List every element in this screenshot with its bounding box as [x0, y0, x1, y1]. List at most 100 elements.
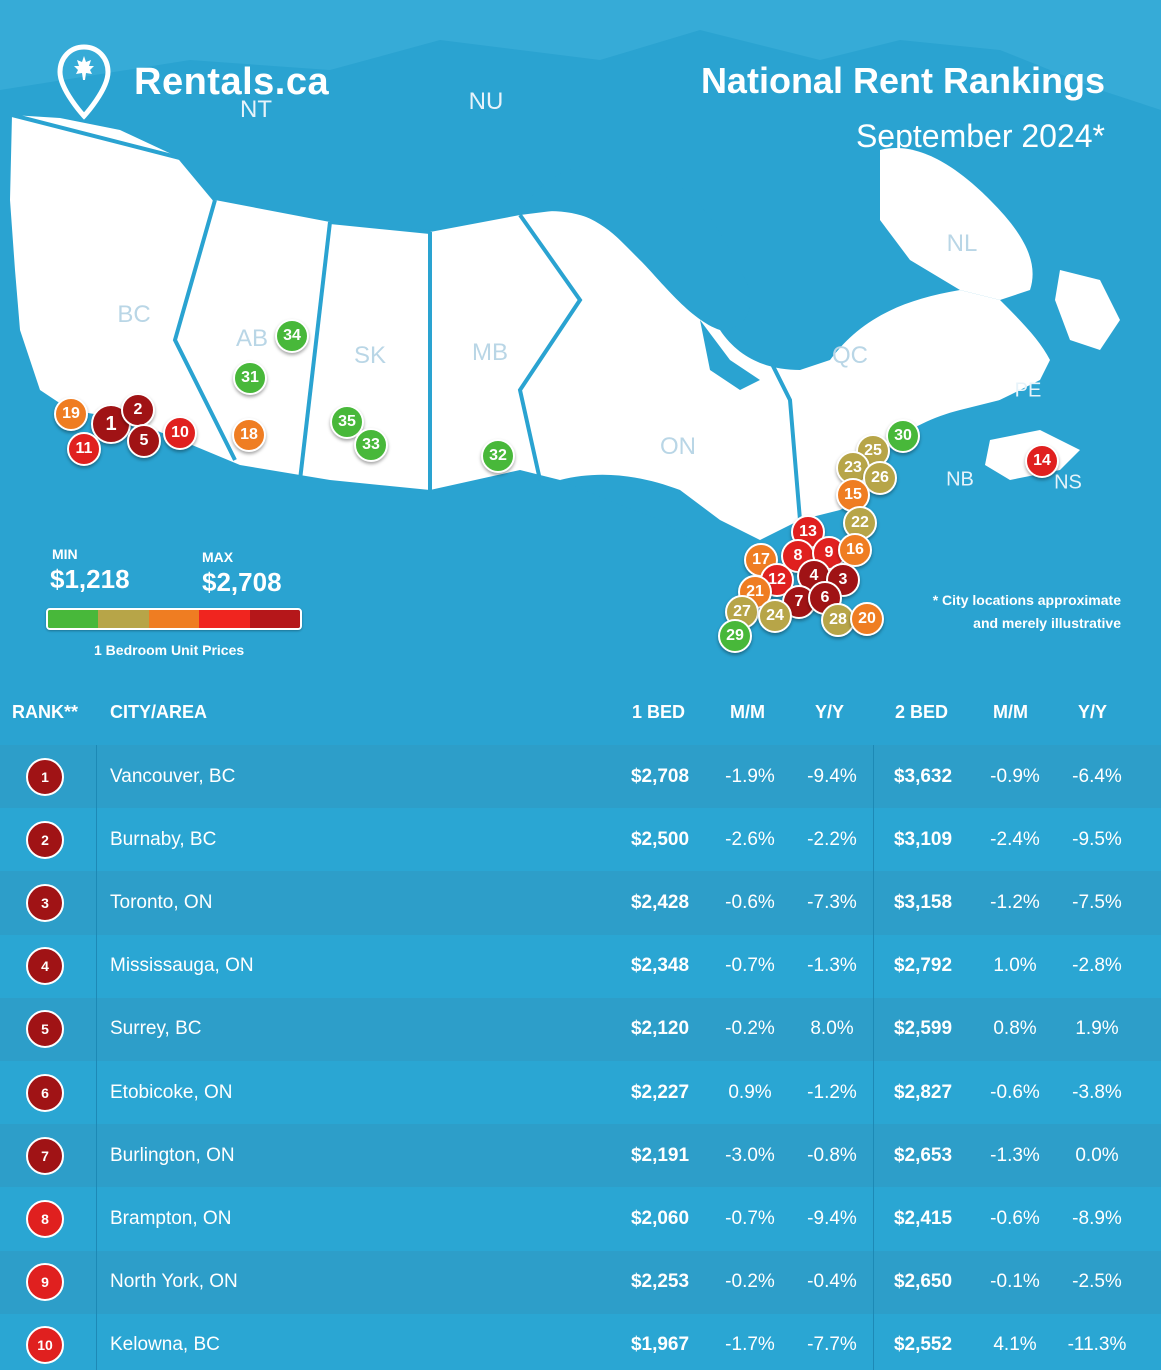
yy1-cell: 8.0%: [810, 1018, 854, 1040]
city-pin-10: 10: [163, 416, 197, 450]
mainland: [10, 115, 1050, 560]
legend-min-value: $1,218: [50, 564, 130, 594]
yy2-cell: 0.0%: [1075, 1144, 1119, 1166]
yy1-cell: -0.4%: [807, 1271, 857, 1293]
yy2-cell: -11.3%: [1067, 1334, 1127, 1356]
province-label-ab: AB: [235, 325, 269, 352]
mm1-cell: -0.2%: [725, 1271, 775, 1293]
header-yy-1bed: Y/Y: [815, 702, 845, 722]
column-divider-2bed: [873, 745, 874, 1370]
mm2-cell: -0.1%: [990, 1271, 1040, 1293]
table-row: 8 Brampton, ON $2,060 -0.7% -9.4% $2,415 -0.6%…: [0, 1187, 1161, 1251]
city-cell: Vancouver, BC: [110, 765, 236, 787]
subtitle: September 2024*: [855, 118, 1105, 154]
bed2-cell: $3,632: [893, 765, 953, 787]
mm2-cell: 4.1%: [993, 1334, 1037, 1356]
city-pin-24: 24: [758, 599, 792, 633]
city-cell: Brampton, ON: [110, 1207, 232, 1229]
mm2-cell: -1.3%: [990, 1144, 1040, 1166]
yy2-cell: -2.5%: [1072, 1271, 1122, 1293]
province-label-on: ON: [660, 433, 696, 460]
great-lakes: [560, 474, 790, 570]
province-label-sk: SK: [353, 342, 387, 369]
city-pin-33: 33: [354, 428, 388, 462]
rank-badge: 10: [26, 1326, 64, 1365]
yy2-cell: -8.9%: [1072, 1207, 1122, 1229]
province-label-mb: MB: [472, 339, 508, 366]
bed1-cell: $2,227: [630, 1081, 690, 1103]
rank-cell: 6: [26, 1061, 64, 1124]
city-pin-31: 31: [233, 361, 267, 395]
arctic-land: [0, 0, 1161, 110]
city-pin-2: 2: [121, 393, 155, 427]
bed2-cell: $2,552: [893, 1334, 953, 1356]
yy2-cell: -3.8%: [1072, 1081, 1122, 1103]
mm2-cell: 1.0%: [993, 955, 1037, 977]
rank-cell: 2: [26, 808, 64, 871]
province-label-ns: NS: [1054, 471, 1082, 494]
legend-max-value: $2,708: [202, 567, 282, 597]
rank-cell: 1: [26, 745, 64, 808]
province-label-nt: NT: [240, 96, 272, 123]
bed1-cell: $2,191: [630, 1144, 690, 1166]
header-yy-2bed: Y/Y: [1078, 702, 1108, 722]
city-pin-11: 11: [67, 432, 101, 466]
city-pin-19: 19: [54, 397, 88, 431]
city-pin-5: 5: [127, 424, 161, 458]
bed2-cell: $2,650: [893, 1271, 953, 1293]
table-row: 6 Etobicoke, ON $2,227 0.9% -1.2% $2,827 -0.6%…: [0, 1060, 1161, 1125]
city-pin-18: 18: [232, 418, 266, 452]
city-cell: Mississauga, ON: [110, 955, 254, 977]
bed1-cell: $2,500: [630, 828, 690, 850]
bed2-cell: $2,653: [893, 1144, 953, 1166]
yy1-cell: -9.4%: [807, 765, 857, 787]
province-label-nb: NB: [946, 468, 974, 491]
james-bay: [700, 320, 760, 390]
rank-cell: 4: [26, 935, 64, 998]
city-pin-16: 16: [838, 533, 872, 567]
table-row: 9 North York, ON $2,253 -0.2% -0.4% $2,650 -0.…: [0, 1250, 1161, 1314]
newfoundland: [1055, 270, 1120, 350]
bed1-cell: $2,060: [630, 1207, 690, 1229]
province-label-nl: NL: [946, 230, 978, 257]
city-pin-12: 12: [760, 563, 794, 597]
scale-orange: [148, 610, 200, 628]
city-pin-30: 30: [886, 419, 920, 453]
rank-badge: 3: [26, 883, 64, 922]
st-lawrence: [860, 400, 1020, 480]
scale-green: [48, 610, 99, 628]
rank-badge: 9: [26, 1263, 64, 1302]
mm2-cell: -0.6%: [990, 1081, 1040, 1103]
bed1-cell: $2,708: [630, 765, 690, 787]
mm1-cell: -0.2%: [725, 1018, 775, 1040]
mm1-cell: -2.6%: [725, 828, 775, 850]
header-mm-1bed: M/M: [730, 702, 765, 722]
mm1-cell: -1.7%: [725, 1334, 775, 1356]
rank-cell: 3: [26, 871, 64, 934]
bed1-cell: $2,120: [630, 1018, 690, 1040]
bed2-cell: $2,599: [893, 1018, 953, 1040]
footnote-line-1: * City locations approximate: [932, 592, 1121, 608]
table-row: 4 Mississauga, ON $2,348 -0.7% -1.3% $2,792 1.…: [0, 934, 1161, 998]
yy2-cell: -2.8%: [1072, 955, 1122, 977]
bed2-cell: $2,827: [893, 1081, 953, 1103]
scale-red: [199, 610, 250, 628]
rank-badge: 8: [26, 1199, 64, 1238]
city-pin-14: 14: [1025, 444, 1059, 478]
legend-caption: 1 Bedroom Unit Prices: [94, 642, 245, 658]
bed2-cell: $3,158: [893, 891, 953, 913]
yy1-cell: -2.2%: [807, 828, 857, 850]
table-row: 2 Burnaby, BC $2,500 -2.6% -2.2% $3,109 -2.4% -…: [0, 808, 1161, 872]
city-pin-34: 34: [275, 319, 309, 353]
mm1-cell: -0.6%: [725, 891, 775, 913]
rank-cell: 10: [26, 1314, 64, 1370]
city-cell: Etobicoke, ON: [110, 1081, 233, 1103]
province-label-nu: NU: [468, 88, 504, 115]
mm1-cell: 0.9%: [728, 1081, 772, 1103]
yy1-cell: -0.8%: [807, 1144, 857, 1166]
location-pin-logo-icon: [57, 44, 111, 120]
yy1-cell: -7.3%: [807, 891, 857, 913]
city-cell: Burlington, ON: [110, 1144, 235, 1166]
yy2-cell: -6.4%: [1072, 765, 1122, 787]
table-row: 5 Surrey, BC $2,120 -0.2% 8.0% $2,599 0.8% 1.9%: [0, 997, 1161, 1061]
